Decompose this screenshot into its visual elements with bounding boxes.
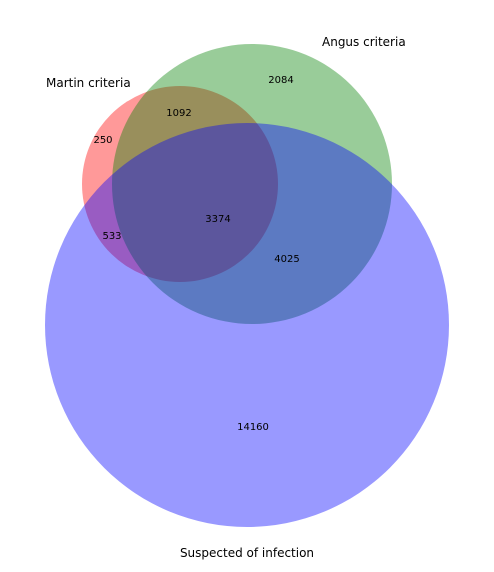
count-martin-only: 250 [93,135,112,146]
count-martin-angus: 1092 [166,108,191,119]
count-all-three: 3374 [205,214,230,225]
count-martin-infection: 533 [102,231,121,242]
circle-suspected-infection [45,123,449,527]
label-angus-criteria: Angus criteria [322,35,406,49]
label-suspected-infection: Suspected of infection [180,546,314,560]
region-counts: 250 2084 1092 533 4025 3374 14160 [93,75,299,433]
count-angus-only: 2084 [268,75,293,86]
label-martin-criteria: Martin criteria [46,76,131,90]
set-labels: Martin criteria Angus criteria Suspected… [46,35,406,560]
count-angus-infection: 4025 [274,254,299,265]
circle-angus-criteria [112,44,392,324]
circle-martin-criteria [82,86,278,282]
count-infection-only: 14160 [237,422,269,433]
venn-circles [45,44,449,527]
